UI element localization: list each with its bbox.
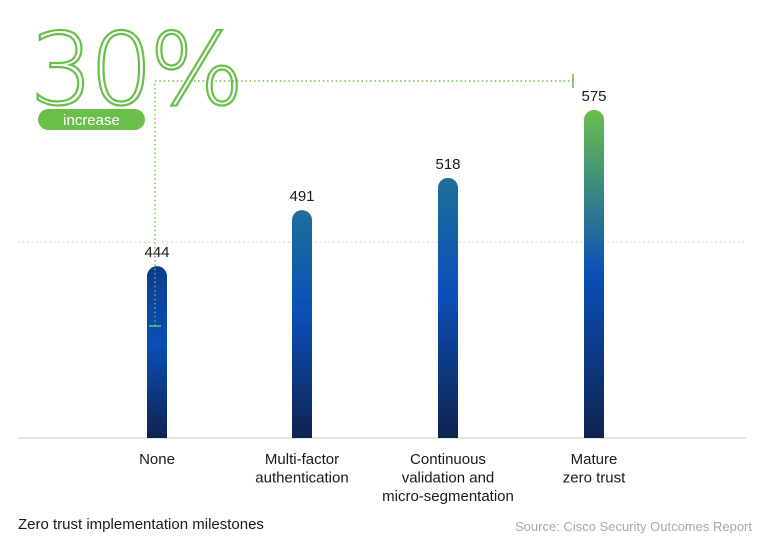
category-label-2-line-1: validation and <box>402 470 495 487</box>
increase-pill-label: increase <box>63 112 120 129</box>
grid-layer <box>18 241 746 439</box>
category-label-2-line-2: micro-segmentation <box>382 488 514 505</box>
bar-3 <box>584 109 604 438</box>
category-label-2-line-0: Continuous <box>410 451 486 468</box>
chart-footer-title: Zero trust implementation milestones <box>18 516 264 533</box>
data-label-2: 518 <box>435 156 460 173</box>
category-label-3-line-0: Mature <box>571 451 618 468</box>
data-label-1: 491 <box>289 188 314 205</box>
category-label-1-line-1: authentication <box>255 470 348 487</box>
data-label-0: 444 <box>144 244 169 261</box>
bar-1 <box>292 210 312 438</box>
bar-2 <box>438 177 458 438</box>
category-label-0-line-0: None <box>139 451 175 468</box>
bar-0 <box>147 266 167 438</box>
increase-pill <box>38 109 145 130</box>
source-note: Source: Cisco Security Outcomes Report <box>515 519 752 534</box>
labels-layer: 444 None 491 Multi-factor authentication 518 C… <box>139 88 626 505</box>
data-label-3: 575 <box>581 88 606 105</box>
category-label-3-line-1: zero trust <box>563 470 626 487</box>
increase-annotation: 30%increase <box>29 10 574 327</box>
bars-layer <box>147 109 604 438</box>
category-label-1-line-0: Multi-factor <box>265 451 339 468</box>
